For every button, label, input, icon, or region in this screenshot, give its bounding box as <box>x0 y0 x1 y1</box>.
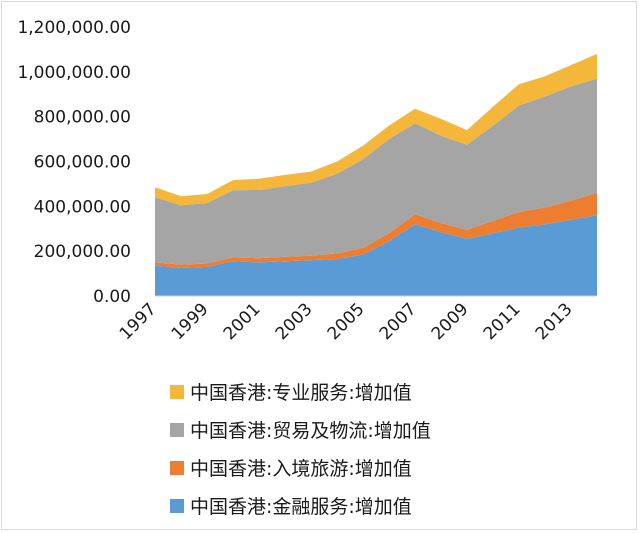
y-tick-label: 1,200,000.00 <box>17 18 131 38</box>
y-axis-tick-labels: 0.00 200,000.00 400,000.00 600,000.00 800,00… <box>17 18 131 307</box>
y-tick-label: 400,000.00 <box>34 197 131 217</box>
y-tick-label: 800,000.00 <box>34 108 131 128</box>
legend-label: 中国香港:贸易及物流:增加值 <box>190 420 431 442</box>
area-series-2 <box>155 78 597 265</box>
legend-swatch <box>170 423 184 437</box>
x-tick-label: 2009 <box>428 299 473 344</box>
x-tick-label: 2013 <box>532 299 577 344</box>
x-tick-label: 2001 <box>220 299 265 344</box>
legend-label: 中国香港:入境旅游:增加值 <box>190 458 412 480</box>
legend-swatch <box>170 461 184 475</box>
x-tick-label: 1999 <box>168 299 213 344</box>
y-tick-label: 1,000,000.00 <box>17 63 131 83</box>
y-tick-label: 200,000.00 <box>34 242 131 262</box>
x-tick-label: 2005 <box>324 299 369 344</box>
area-series-0 <box>155 215 597 296</box>
x-tick-label: 2003 <box>272 299 317 344</box>
area-series-group <box>155 53 597 296</box>
legend: 中国香港:专业服务:增加值中国香港:贸易及物流:增加值中国香港:入境旅游:增加值… <box>170 382 431 518</box>
legend-label: 中国香港:金融服务:增加值 <box>190 496 412 518</box>
y-tick-label: 0.00 <box>93 287 131 307</box>
y-tick-label: 600,000.00 <box>34 153 131 173</box>
x-tick-label: 2011 <box>480 299 525 344</box>
legend-swatch <box>170 499 184 513</box>
legend-label: 中国香港:专业服务:增加值 <box>190 382 412 404</box>
legend-swatch <box>170 385 184 399</box>
x-tick-label: 2007 <box>376 299 421 344</box>
x-axis-tick-labels: 1997 1999 2001 2003 2005 2007 2009 2011 2013 <box>116 299 577 344</box>
